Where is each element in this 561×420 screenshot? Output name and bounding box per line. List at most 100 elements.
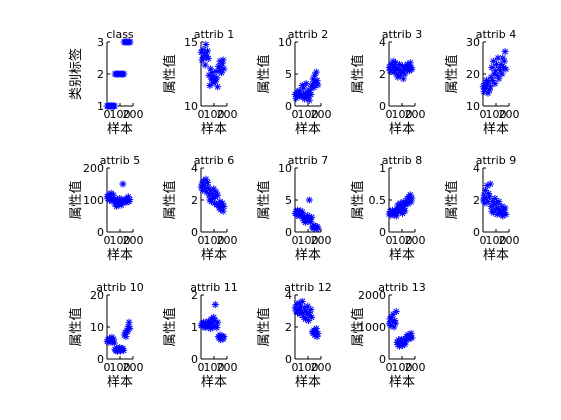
data-point bbox=[489, 76, 497, 84]
y-tick-label: 0 bbox=[473, 226, 480, 239]
data-point bbox=[495, 198, 503, 206]
y-axis-label: 属性值 bbox=[350, 180, 366, 219]
data-point bbox=[122, 333, 130, 341]
panel-title: attrib 13 bbox=[378, 281, 425, 294]
y-axis-label: 属性值 bbox=[162, 54, 178, 93]
y-axis-label: 属性值 bbox=[256, 54, 272, 93]
y-axis-label: 属性值 bbox=[68, 307, 84, 346]
y-axis-label: 属性值 bbox=[68, 180, 84, 219]
y-tick-label: 0 bbox=[285, 100, 292, 113]
panel-title: attrib 4 bbox=[476, 28, 516, 41]
x-tick-label: 100 bbox=[110, 234, 131, 247]
data-point bbox=[313, 76, 321, 84]
y-tick-label: 4 bbox=[191, 162, 198, 175]
x-tick-label: 0 bbox=[104, 108, 111, 121]
data-point bbox=[500, 57, 508, 65]
y-tick-label: 30 bbox=[466, 36, 480, 49]
x-tick-label: 200 bbox=[311, 108, 332, 121]
data-point bbox=[314, 81, 322, 89]
y-tick-label: 4 bbox=[379, 36, 386, 49]
x-tick-label: 200 bbox=[217, 361, 238, 374]
data-point bbox=[218, 69, 226, 77]
x-axis-label: 样本 bbox=[295, 248, 321, 263]
y-axis-label: 属性值 bbox=[256, 307, 272, 346]
y-axis-label: 类别标签 bbox=[68, 48, 84, 100]
data-point bbox=[307, 218, 315, 226]
y-tick-label: 2 bbox=[379, 68, 386, 81]
x-tick-label: 200 bbox=[311, 361, 332, 374]
data-point bbox=[502, 210, 510, 218]
y-tick-label: 0 bbox=[379, 226, 386, 239]
data-point bbox=[126, 38, 134, 46]
data-point bbox=[491, 80, 499, 88]
x-tick-label: 100 bbox=[204, 361, 225, 374]
data-point bbox=[408, 194, 416, 202]
y-axis-label: 属性值 bbox=[162, 307, 178, 346]
data-point bbox=[126, 324, 134, 332]
data-point bbox=[307, 90, 315, 98]
data-point bbox=[308, 213, 316, 221]
y-tick-label: 10 bbox=[278, 162, 292, 175]
data-point bbox=[308, 313, 316, 321]
data-point bbox=[219, 207, 227, 215]
y-tick-label: 2 bbox=[97, 68, 104, 81]
x-tick-label: 100 bbox=[486, 234, 507, 247]
data-point bbox=[213, 74, 221, 82]
data-point bbox=[214, 191, 222, 199]
x-tick-label: 0 bbox=[386, 108, 393, 121]
y-tick-label: 20 bbox=[466, 68, 480, 81]
data-point bbox=[110, 339, 118, 347]
x-tick-label: 100 bbox=[204, 234, 225, 247]
x-axis-label: 样本 bbox=[107, 248, 133, 263]
y-tick-label: 1 bbox=[379, 162, 386, 175]
x-axis-label: 样本 bbox=[483, 122, 509, 137]
x-axis-label: 样本 bbox=[389, 122, 415, 137]
y-tick-label: 0.5 bbox=[369, 194, 387, 207]
x-tick-label: 200 bbox=[405, 234, 426, 247]
x-tick-label: 0 bbox=[386, 234, 393, 247]
y-tick-label: 1000 bbox=[358, 321, 386, 334]
data-point bbox=[401, 70, 409, 78]
panel-title: attrib 11 bbox=[190, 281, 237, 294]
y-axis-label: 属性值 bbox=[444, 180, 460, 219]
data-point bbox=[406, 59, 414, 67]
panel-title: attrib 6 bbox=[194, 154, 234, 167]
y-tick-label: 200 bbox=[83, 162, 104, 175]
x-tick-label: 0 bbox=[198, 234, 205, 247]
panel-title: attrib 10 bbox=[96, 281, 143, 294]
x-axis-label: 样本 bbox=[295, 122, 321, 137]
x-tick-label: 200 bbox=[499, 234, 520, 247]
panel-title: attrib 8 bbox=[382, 154, 422, 167]
y-tick-label: 2 bbox=[285, 321, 292, 334]
x-tick-label: 0 bbox=[292, 361, 299, 374]
data-point bbox=[219, 56, 227, 64]
data-point bbox=[211, 301, 219, 309]
x-tick-label: 200 bbox=[123, 234, 144, 247]
x-tick-label: 200 bbox=[499, 108, 520, 121]
data-point bbox=[204, 178, 211, 186]
x-tick-label: 100 bbox=[298, 361, 319, 374]
data-point bbox=[501, 204, 509, 212]
x-tick-label: 100 bbox=[204, 108, 225, 121]
x-tick-label: 0 bbox=[292, 108, 299, 121]
data-point bbox=[305, 196, 313, 204]
y-tick-label: 4 bbox=[473, 162, 480, 175]
data-point bbox=[486, 83, 494, 91]
x-tick-label: 100 bbox=[392, 108, 413, 121]
y-tick-label: 2 bbox=[191, 194, 198, 207]
data-point bbox=[407, 329, 415, 337]
x-tick-label: 200 bbox=[123, 108, 144, 121]
data-point bbox=[498, 70, 506, 78]
panel-title: attrib 12 bbox=[284, 281, 331, 294]
y-tick-label: 0 bbox=[285, 353, 292, 366]
x-tick-label: 200 bbox=[405, 108, 426, 121]
